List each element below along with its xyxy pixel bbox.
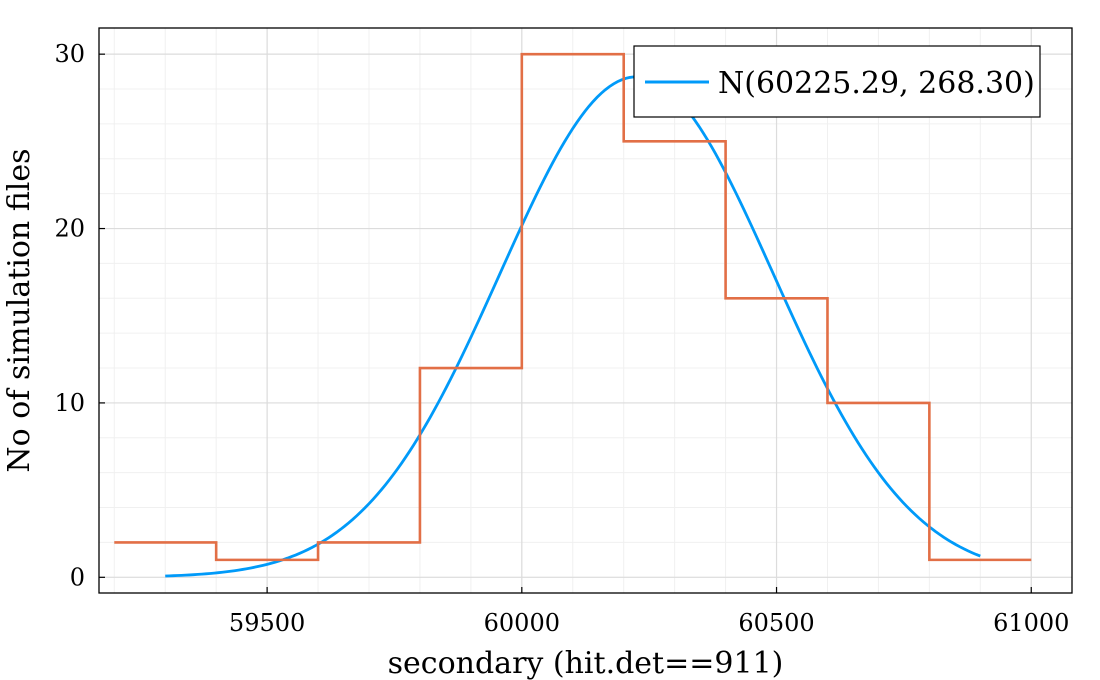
y-tick-label: 30 bbox=[54, 40, 85, 68]
x-tick-label: 60000 bbox=[484, 609, 560, 637]
plot-frame bbox=[98, 27, 1073, 594]
x-tick-label: 60500 bbox=[738, 609, 814, 637]
legend-label-normal-curve: N(60225.29, 268.30) bbox=[718, 66, 1035, 101]
x-tick-label: 59500 bbox=[229, 609, 305, 637]
y-axis-title: No of simulation files bbox=[2, 148, 37, 472]
x-axis-title: secondary (hit.det==911) bbox=[388, 646, 784, 680]
legend: N(60225.29, 268.30) bbox=[633, 45, 1041, 118]
axis-ticks bbox=[99, 53, 1032, 593]
x-tick-label: 61000 bbox=[993, 609, 1069, 637]
y-tick-label: 20 bbox=[54, 215, 85, 243]
normal-curve-line bbox=[165, 75, 981, 578]
y-tick-label: 0 bbox=[70, 563, 85, 591]
tick-labels: 59500 60000 60500 61000 0 10 20 30 bbox=[54, 40, 1069, 637]
histogram-step-line bbox=[114, 52, 1032, 562]
y-tick-label: 10 bbox=[54, 389, 85, 417]
series-layer bbox=[114, 52, 1032, 578]
